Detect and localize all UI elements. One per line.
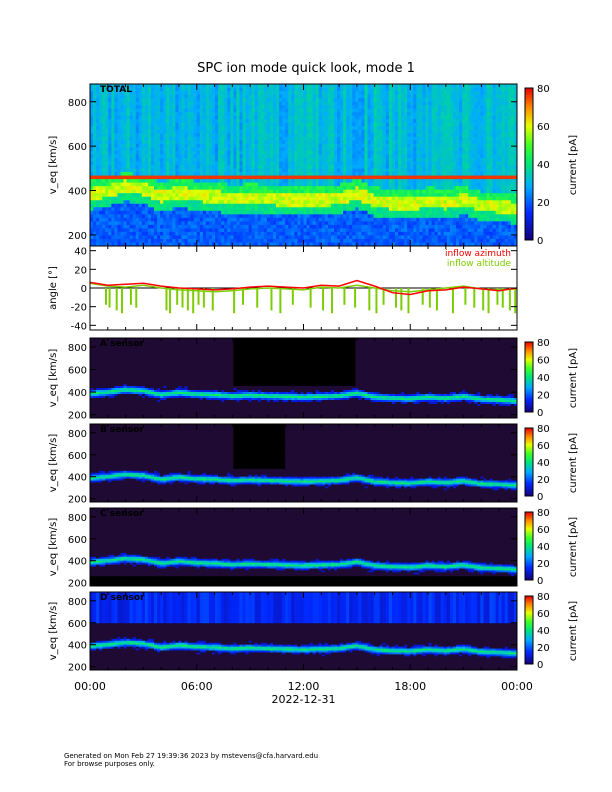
colorbar-tick-label: 40	[537, 626, 550, 637]
legend-inflow-altitude: inflow altitude	[447, 259, 512, 269]
colorbar-tick-label: 20	[537, 391, 550, 402]
colorbar-label-b-sensor: current [pA]	[568, 433, 579, 493]
x-tick-label: 12:00	[288, 680, 320, 693]
y-axis-label-c-sensor: v_eq [km/s]	[48, 518, 59, 577]
colorbar-tick-label: 80	[537, 508, 550, 519]
colorbar-tick-label: 60	[537, 525, 550, 536]
colorbar-tick-label: 20	[537, 643, 550, 654]
spectrogram-image-c-sensor	[90, 508, 517, 586]
colorbar-label-a-sensor: current [pA]	[568, 348, 579, 408]
colorbar-tick-label: 80	[537, 424, 550, 435]
x-tick-label: 00:00	[501, 680, 533, 693]
colorbar-tick-label: 80	[537, 338, 550, 349]
y-tick-label: -40	[71, 321, 87, 332]
footer-generated-line: Generated on Mon Feb 27 19:39:36 2023 by…	[64, 752, 318, 760]
colorbar-tick-label: 60	[537, 356, 550, 367]
spectrogram-image-b-sensor	[90, 424, 517, 502]
panel-label-c-sensor: C sensor	[100, 509, 144, 519]
colorbar-tick-label: 20	[537, 198, 550, 209]
colorbar-tick-label: 0	[537, 576, 543, 587]
y-axis-label-total: v_eq [km/s]	[48, 136, 59, 195]
colorbar-label-c-sensor: current [pA]	[568, 517, 579, 577]
y-tick-label: 200	[68, 231, 87, 242]
chart-title: SPC ion mode quick look, mode 1	[197, 61, 415, 76]
colorbar-d-sensor	[525, 596, 533, 664]
y-tick-label: 400	[68, 473, 87, 484]
panel-total: TOTAL 200 400 600 800 v_eq [km/s] 0 20 40 60 80 cur…	[48, 84, 579, 247]
footer-browse-note: For browse purposes only.	[64, 760, 318, 768]
y-tick-label: 600	[68, 451, 87, 462]
colorbar-tick-label: 20	[537, 559, 550, 570]
panel-label-d-sensor: D sensor	[100, 593, 145, 603]
colorbar-a-sensor	[525, 342, 533, 412]
colorbar-c-sensor	[525, 512, 533, 580]
colorbar-label-total: current [pA]	[568, 135, 579, 195]
y-tick-label: 400	[68, 557, 87, 568]
y-tick-label: 200	[68, 663, 87, 674]
x-tick-label: 06:00	[181, 680, 213, 693]
legend-inflow-azimuth: inflow azimuth	[445, 249, 511, 259]
colorbar-tick-label: 40	[537, 458, 550, 469]
colorbar-tick-label: 0	[537, 236, 543, 247]
panel-label-a-sensor: A sensor	[100, 339, 145, 349]
y-tick-label: 600	[68, 535, 87, 546]
colorbar-tick-label: 0	[537, 408, 543, 419]
y-tick-label: 800	[68, 429, 87, 440]
spectrogram-image-d-sensor	[90, 592, 517, 670]
colorbar-tick-label: 60	[537, 122, 550, 133]
spectrogram-image-a-sensor	[90, 338, 517, 418]
y-tick-label: 600	[68, 619, 87, 630]
x-tick-label: 18:00	[394, 680, 426, 693]
y-tick-label: 800	[68, 513, 87, 524]
colorbar-total	[525, 88, 533, 240]
footer: Generated on Mon Feb 27 19:39:36 2023 by…	[64, 752, 318, 768]
y-axis-label-d-sensor: v_eq [km/s]	[48, 602, 59, 661]
y-axis-label-a-sensor: v_eq [km/s]	[48, 349, 59, 408]
y-tick-label: 200	[68, 495, 87, 506]
panel-b-sensor: B sensor 200 400 600 800 v_eq [km/s] 0 20 40 60 80…	[48, 424, 579, 506]
y-tick-label: 600	[68, 366, 87, 377]
colorbar-tick-label: 40	[537, 160, 550, 171]
y-tick-label: 200	[68, 579, 87, 590]
colorbar-tick-label: 20	[537, 475, 550, 486]
y-tick-label: 20	[74, 265, 87, 276]
spectrogram-image-total	[90, 84, 517, 246]
y-tick-label: 800	[68, 98, 87, 109]
colorbar-tick-label: 40	[537, 542, 550, 553]
colorbar-tick-label: 80	[537, 84, 550, 95]
colorbar-tick-label: 80	[537, 592, 550, 603]
colorbar-b-sensor	[525, 428, 533, 496]
colorbar-tick-label: 60	[537, 441, 550, 452]
y-tick-label: 400	[68, 187, 87, 198]
y-tick-label: 200	[68, 411, 87, 422]
x-date-label: 2022-12-31	[272, 693, 336, 706]
panel-label-total: TOTAL	[100, 85, 132, 95]
x-tick-label: 00:00	[74, 680, 106, 693]
y-axis-label-b-sensor: v_eq [km/s]	[48, 434, 59, 493]
colorbar-tick-label: 40	[537, 373, 550, 384]
y-tick-label: 400	[68, 388, 87, 399]
colorbar-label-d-sensor: current [pA]	[568, 601, 579, 661]
y-tick-label: 400	[68, 641, 87, 652]
panel-a-sensor: A sensor 200 400 600 800 v_eq [km/s] 0 20 40 60 80…	[48, 338, 579, 422]
y-tick-label: 800	[68, 597, 87, 608]
panel-label-b-sensor: B sensor	[100, 425, 144, 435]
y-axis-label-angle: angle [°]	[48, 266, 59, 310]
colorbar-tick-label: 60	[537, 609, 550, 620]
y-tick-label: 800	[68, 343, 87, 354]
y-tick-label: -20	[71, 303, 87, 314]
panel-c-sensor: C sensor 200 400 600 800 v_eq [km/s] 0 20 40 60 80…	[48, 508, 579, 590]
panel-d-sensor: D sensor 200 400 600 800 v_eq [km/s] 0 20 40 60 80…	[48, 592, 579, 674]
y-tick-label: 40	[74, 247, 87, 258]
y-tick-label: 600	[68, 142, 87, 153]
colorbar-tick-label: 0	[537, 492, 543, 503]
y-tick-label: 0	[81, 284, 87, 295]
colorbar-tick-label: 0	[537, 660, 543, 671]
